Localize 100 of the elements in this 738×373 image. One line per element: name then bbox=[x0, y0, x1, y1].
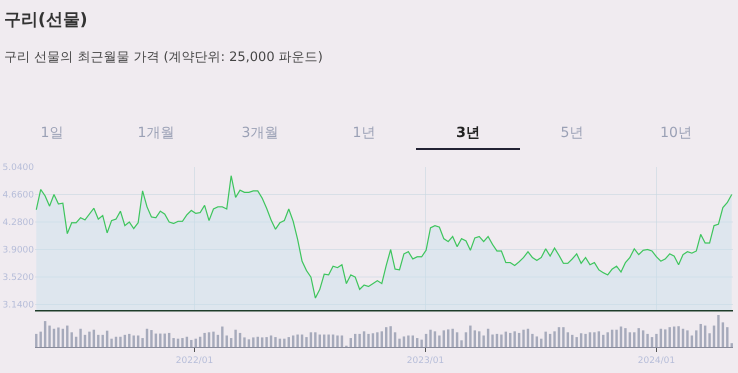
bar bbox=[141, 338, 144, 347]
bar bbox=[704, 326, 706, 347]
bar bbox=[548, 334, 552, 347]
bar bbox=[119, 336, 122, 347]
bar bbox=[226, 335, 228, 347]
x-tick-label: 2024/01 bbox=[638, 356, 676, 366]
bar bbox=[416, 338, 418, 347]
bar bbox=[35, 334, 38, 347]
bar bbox=[602, 334, 604, 347]
bar bbox=[633, 332, 636, 347]
bar bbox=[584, 334, 587, 347]
bar bbox=[394, 332, 396, 347]
bar bbox=[478, 331, 480, 347]
y-tick-label: 3.5200 bbox=[2, 273, 34, 284]
bar bbox=[722, 322, 724, 347]
bar bbox=[376, 332, 379, 347]
bar bbox=[593, 332, 596, 347]
y-tick-label: 3.1400 bbox=[2, 300, 34, 311]
text: 1개월 bbox=[136, 124, 176, 143]
bar bbox=[708, 333, 711, 347]
bar bbox=[531, 334, 534, 347]
bar bbox=[203, 332, 206, 347]
bar bbox=[362, 331, 366, 347]
bar bbox=[132, 335, 135, 347]
bar bbox=[340, 335, 344, 347]
bar bbox=[358, 334, 361, 347]
bar bbox=[164, 334, 166, 347]
bar bbox=[88, 332, 91, 347]
bar bbox=[380, 331, 383, 347]
x-tick-label: 2023/01 bbox=[406, 356, 444, 366]
bar bbox=[389, 326, 392, 347]
bar bbox=[606, 332, 609, 347]
bar bbox=[322, 334, 326, 347]
bar bbox=[385, 327, 388, 347]
bar bbox=[668, 327, 671, 347]
bar bbox=[482, 335, 485, 347]
y-tick-label: 3.9000 bbox=[2, 246, 34, 256]
bar bbox=[44, 321, 46, 347]
bar bbox=[562, 327, 565, 347]
bar bbox=[66, 326, 68, 347]
bar bbox=[677, 326, 680, 347]
bar bbox=[442, 330, 446, 347]
bar bbox=[168, 332, 170, 347]
bar bbox=[74, 336, 78, 347]
bar bbox=[101, 334, 104, 347]
text: 10년 bbox=[659, 124, 693, 143]
bar bbox=[238, 332, 242, 347]
y-tick-label: 5.0400 bbox=[2, 163, 34, 174]
bar bbox=[198, 336, 202, 347]
bar bbox=[57, 327, 60, 347]
bar bbox=[186, 336, 188, 347]
bar bbox=[615, 330, 618, 347]
bar bbox=[310, 332, 312, 347]
bar bbox=[464, 332, 468, 347]
bar bbox=[252, 337, 255, 347]
bar bbox=[248, 339, 250, 347]
bar bbox=[664, 329, 667, 347]
bar bbox=[474, 330, 476, 347]
bar bbox=[491, 334, 494, 347]
text: 5년 bbox=[560, 124, 584, 143]
bar bbox=[580, 333, 582, 347]
bar bbox=[283, 338, 286, 347]
bar bbox=[354, 334, 356, 347]
bar bbox=[128, 334, 131, 347]
bar bbox=[314, 332, 317, 347]
bar bbox=[536, 336, 538, 347]
x-tick-label: 2022/01 bbox=[176, 356, 214, 366]
bar bbox=[672, 326, 676, 347]
bar bbox=[172, 338, 175, 347]
bar bbox=[70, 332, 73, 347]
bar bbox=[318, 334, 321, 347]
bar bbox=[154, 334, 158, 347]
bar bbox=[726, 327, 729, 347]
y-tick-label: 4.6600 bbox=[2, 190, 34, 201]
bar bbox=[456, 332, 458, 347]
bar bbox=[686, 330, 689, 347]
bar bbox=[575, 337, 578, 347]
bar bbox=[300, 334, 304, 347]
bar bbox=[124, 334, 126, 347]
bar bbox=[513, 331, 516, 347]
bar bbox=[181, 338, 184, 347]
bar bbox=[92, 330, 96, 347]
text: 3개월 bbox=[240, 124, 280, 143]
bar bbox=[278, 338, 282, 347]
bar bbox=[230, 338, 232, 347]
bar bbox=[518, 332, 520, 347]
bar bbox=[637, 328, 640, 347]
bar bbox=[48, 326, 51, 347]
bar bbox=[194, 338, 197, 347]
bar bbox=[327, 334, 330, 347]
text: 1일 bbox=[40, 124, 64, 143]
bar bbox=[265, 337, 268, 347]
bar bbox=[150, 330, 153, 347]
bar bbox=[500, 334, 503, 347]
bar bbox=[660, 328, 662, 347]
bar bbox=[350, 338, 352, 347]
bar bbox=[296, 334, 299, 347]
bar bbox=[700, 324, 702, 347]
bar bbox=[212, 332, 215, 347]
bar bbox=[544, 332, 547, 347]
